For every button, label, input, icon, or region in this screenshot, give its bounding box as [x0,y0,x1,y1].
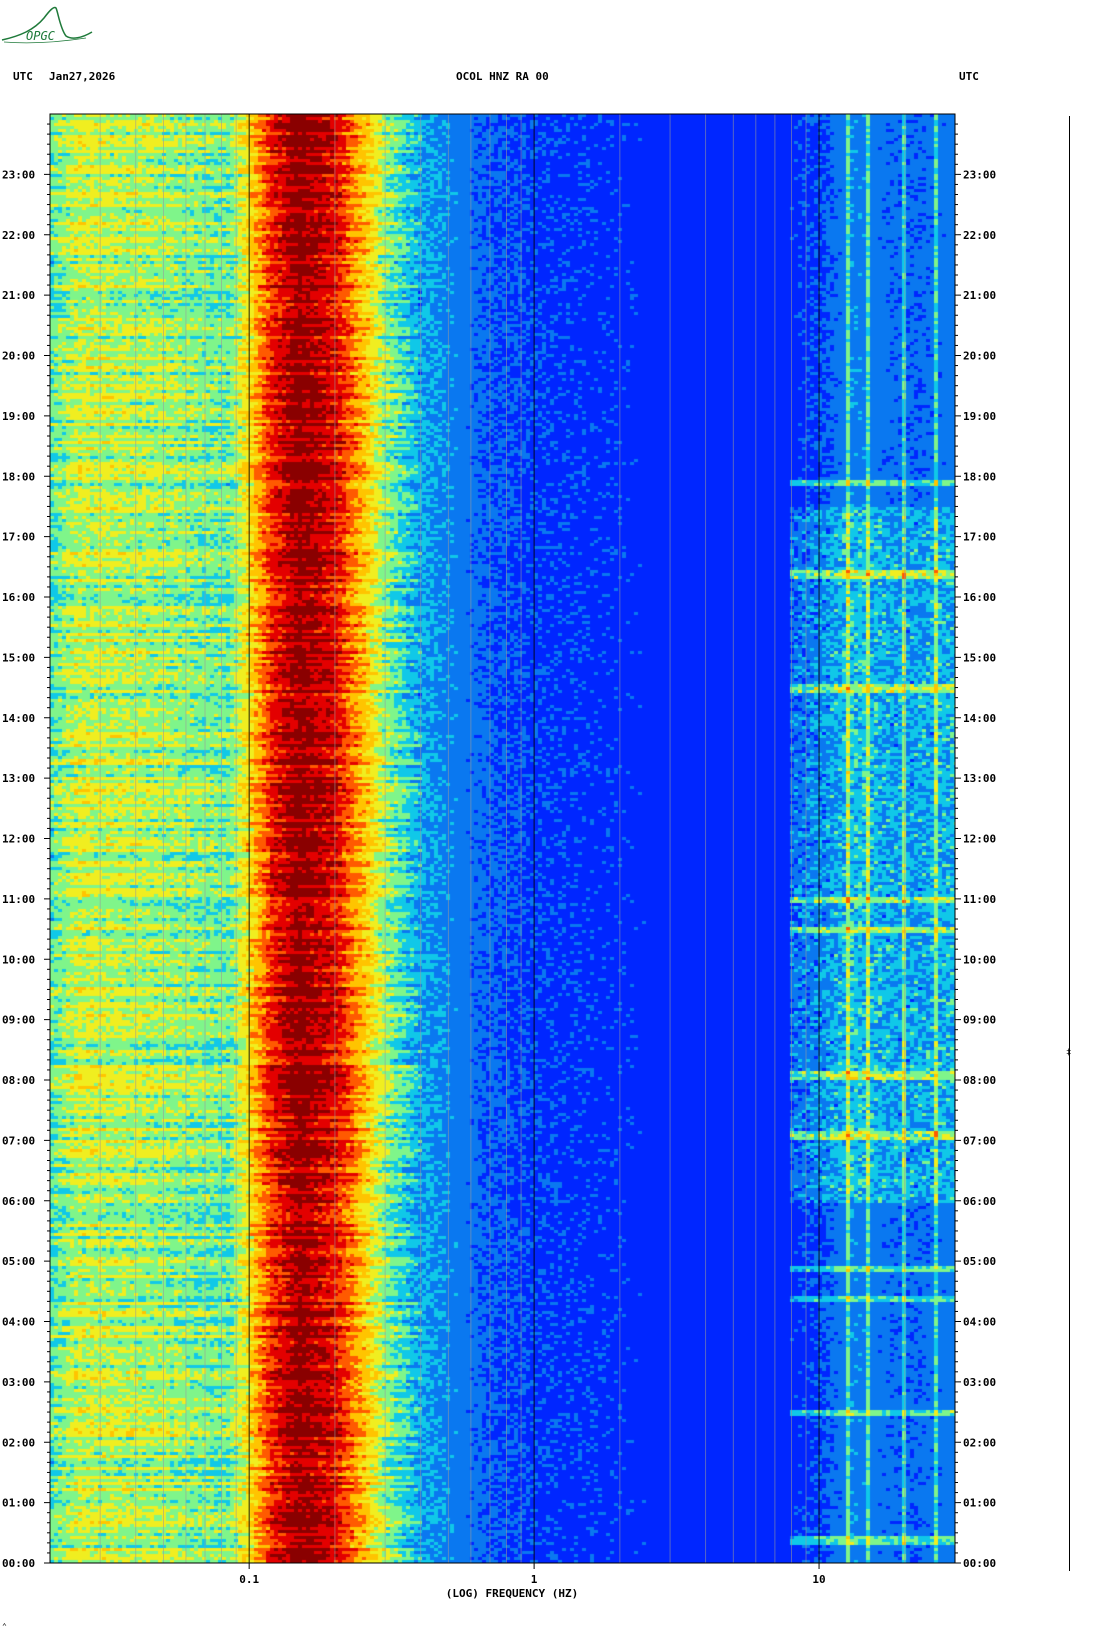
y-tick-label-left: 08:00 [2,1074,35,1087]
x-tick-label: 0.1 [239,1573,259,1586]
y-tick-label-left: 22:00 [2,229,35,242]
y-tick-label-left: 20:00 [2,350,35,363]
y-tick-label-left: 17:00 [2,531,35,544]
y-tick-label-right: 04:00 [963,1316,996,1329]
y-tick-label-right: 05:00 [963,1255,996,1268]
y-tick-label-right: 14:00 [963,712,996,725]
y-tick-label-left: 01:00 [2,1497,35,1510]
y-tick-label-right: 06:00 [963,1195,996,1208]
corner-mark: ⌃ [2,1622,7,1631]
y-tick-label-left: 02:00 [2,1436,35,1449]
y-tick-label-left: 06:00 [2,1195,35,1208]
scale-marker: ‡ [1066,1048,1072,1058]
heatmap-raster [50,114,955,1563]
y-tick-label-right: 18:00 [963,470,996,483]
y-tick-label-left: 03:00 [2,1376,35,1389]
y-tick-label-right: 11:00 [963,893,996,906]
y-tick-label-right: 10:00 [963,953,996,966]
y-tick-label-right: 08:00 [963,1074,996,1087]
x-tick-label: 1 [531,1573,538,1586]
logo-swoosh [1,6,93,41]
y-tick-label-right: 13:00 [963,772,996,785]
y-tick-label-right: 02:00 [963,1436,996,1449]
y-tick-label-right: 12:00 [963,833,996,846]
utc-label-right: UTC [959,70,979,83]
opgc-logo: OPGC [1,6,93,44]
x-axis-label: (LOG) FREQUENCY (HZ) [446,1587,578,1600]
y-tick-label-left: 15:00 [2,651,35,664]
spectrogram-heatmap [50,114,955,1563]
y-tick-label-right: 16:00 [963,591,996,604]
y-tick-label-right: 09:00 [963,1014,996,1027]
y-tick-label-left: 05:00 [2,1255,35,1268]
scale-bar [1069,116,1070,1571]
y-tick-label-left: 11:00 [2,893,35,906]
y-tick-label-right: 07:00 [963,1134,996,1147]
y-tick-label-left: 10:00 [2,953,35,966]
y-tick-label-right: 01:00 [963,1497,996,1510]
y-tick-label-right: 00:00 [963,1557,996,1570]
y-tick-label-right: 03:00 [963,1376,996,1389]
y-tick-label-right: 22:00 [963,229,996,242]
x-axis: 0.1 1 10 [239,1563,826,1586]
y-tick-label-right: 20:00 [963,350,996,363]
y-tick-label-right: 19:00 [963,410,996,423]
y-tick-label-left: 00:00 [2,1557,35,1570]
y-tick-label-left: 18:00 [2,470,35,483]
x-tick-label: 10 [812,1573,825,1586]
y-tick-label-left: 09:00 [2,1014,35,1027]
y-tick-label-left: 23:00 [2,168,35,181]
y-axis: 00:00 00:00 01:00 01:00 02:00 02:00 03:00 03:00… [2,123,996,1570]
y-tick-label-left: 21:00 [2,289,35,302]
y-tick-label-left: 16:00 [2,591,35,604]
y-tick-label-right: 17:00 [963,531,996,544]
y-tick-label-left: 07:00 [2,1134,35,1147]
y-tick-label-right: 23:00 [963,168,996,181]
logo-swoosh-under [3,37,87,44]
y-tick-label-left: 04:00 [2,1316,35,1329]
y-tick-label-left: 12:00 [2,833,35,846]
utc-label-left: UTC [13,70,33,83]
y-tick-label-left: 19:00 [2,410,35,423]
y-tick-label-right: 21:00 [963,289,996,302]
y-tick-label-left: 14:00 [2,712,35,725]
y-tick-label-right: 15:00 [963,651,996,664]
date-label: Jan27,2026 [49,70,116,83]
y-tick-label-left: 13:00 [2,772,35,785]
station-label: OCOL HNZ RA 00 [456,70,549,83]
logo-text: OPGC [26,29,56,43]
